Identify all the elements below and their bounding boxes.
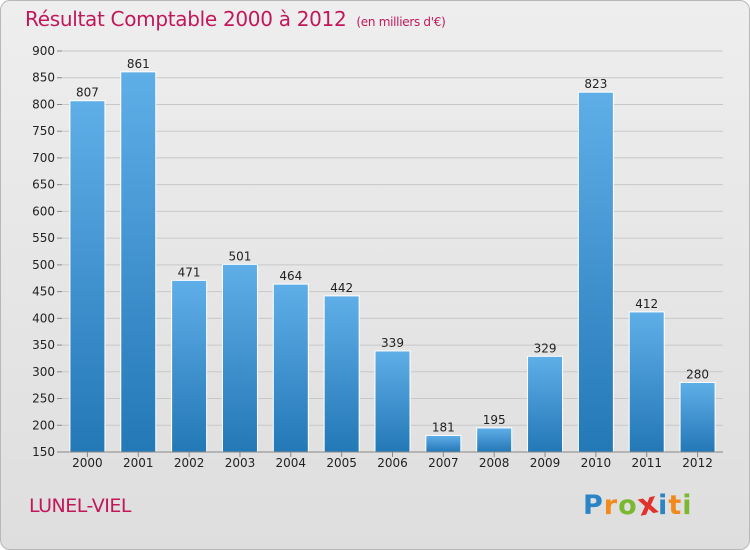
proxiti-logo: Proxiti bbox=[583, 485, 693, 523]
x-tick-label-2011: 2011 bbox=[631, 456, 662, 470]
x-tick-label-2010: 2010 bbox=[581, 456, 612, 470]
x-tick-label-2006: 2006 bbox=[377, 456, 408, 470]
bar-2012 bbox=[679, 381, 716, 453]
value-label-2006: 339 bbox=[381, 336, 404, 350]
logo-letter: i bbox=[682, 490, 693, 521]
logo-letter: o bbox=[618, 490, 638, 521]
y-tick-label: 850 bbox=[32, 71, 55, 85]
y-tick-label: 500 bbox=[32, 258, 55, 272]
x-axis-ticks: 2000 2001 2002 2003 2004 2005 2006 2007 2008 2009… bbox=[72, 452, 713, 470]
bar-2000 bbox=[69, 100, 106, 453]
chart-title: Résultat Comptable 2000 à 2012 (en millie… bbox=[25, 7, 446, 31]
bar-2010 bbox=[577, 91, 614, 453]
value-label-2004: 464 bbox=[279, 269, 302, 283]
value-label-2005: 442 bbox=[330, 281, 353, 295]
y-tick-label: 300 bbox=[32, 365, 55, 379]
value-label-2012: 280 bbox=[686, 367, 709, 381]
commune-name: LUNEL-VIEL bbox=[29, 495, 131, 517]
value-label-2000: 807 bbox=[76, 86, 99, 100]
value-label-2002: 471 bbox=[178, 265, 201, 279]
value-label-2011: 412 bbox=[635, 297, 658, 311]
y-tick-label: 750 bbox=[32, 124, 55, 138]
chart-subtitle: (en milliers d'€) bbox=[356, 15, 446, 29]
x-tick-label-2001: 2001 bbox=[123, 456, 154, 470]
y-tick-label: 350 bbox=[32, 338, 55, 352]
value-label-2008: 195 bbox=[483, 413, 506, 427]
bar-2002 bbox=[171, 279, 208, 453]
y-tick-label: 650 bbox=[32, 178, 55, 192]
x-tick-label-2000: 2000 bbox=[72, 456, 103, 470]
chart-title-text: Résultat Comptable 2000 à 2012 bbox=[25, 7, 347, 31]
x-tick-label-2004: 2004 bbox=[276, 456, 307, 470]
x-tick-label-2002: 2002 bbox=[174, 456, 205, 470]
value-label-2007: 181 bbox=[432, 420, 455, 434]
y-tick-label: 200 bbox=[32, 418, 55, 432]
y-tick-label: 400 bbox=[32, 311, 55, 325]
x-tick-label-2003: 2003 bbox=[225, 456, 256, 470]
x-tick-label-2012: 2012 bbox=[682, 456, 713, 470]
value-label-2003: 501 bbox=[229, 249, 252, 263]
logo-letter: r bbox=[603, 490, 619, 521]
bar-2007 bbox=[425, 434, 462, 453]
y-tick-label: 800 bbox=[32, 97, 55, 111]
bar-2009 bbox=[527, 355, 564, 453]
x-tick-label-2007: 2007 bbox=[428, 456, 459, 470]
logo-letter: i bbox=[658, 490, 669, 521]
bar-2011 bbox=[628, 311, 665, 453]
y-tick-label: 250 bbox=[32, 392, 55, 406]
x-tick-label-2005: 2005 bbox=[326, 456, 357, 470]
logo-letter: t bbox=[668, 490, 683, 521]
y-tick-label: 900 bbox=[32, 44, 55, 58]
bar-2003 bbox=[221, 263, 258, 453]
y-tick-label: 150 bbox=[32, 445, 55, 459]
bars bbox=[69, 71, 716, 453]
x-tick-label-2009: 2009 bbox=[530, 456, 561, 470]
bar-2004 bbox=[272, 283, 309, 453]
bar-2006 bbox=[374, 350, 411, 453]
bar-2001 bbox=[120, 71, 157, 453]
value-label-2010: 823 bbox=[584, 77, 607, 91]
y-axis-ticks: 150 200 250 300 350 400 450 500 550 600 650 700 750 8… bbox=[32, 44, 62, 459]
logo-letter: P bbox=[583, 490, 604, 521]
value-label-2009: 329 bbox=[534, 341, 557, 355]
y-tick-label: 700 bbox=[32, 151, 55, 165]
y-tick-label: 550 bbox=[32, 231, 55, 245]
y-tick-label: 450 bbox=[32, 285, 55, 299]
bar-2008 bbox=[476, 427, 513, 453]
value-label-2001: 861 bbox=[127, 57, 150, 71]
value-labels: 807 861 471 501 464 442 339 181 195 329 823 412 280 bbox=[76, 57, 709, 435]
y-tick-label: 600 bbox=[32, 204, 55, 218]
bar-2005 bbox=[323, 295, 360, 453]
x-tick-label-2008: 2008 bbox=[479, 456, 510, 470]
